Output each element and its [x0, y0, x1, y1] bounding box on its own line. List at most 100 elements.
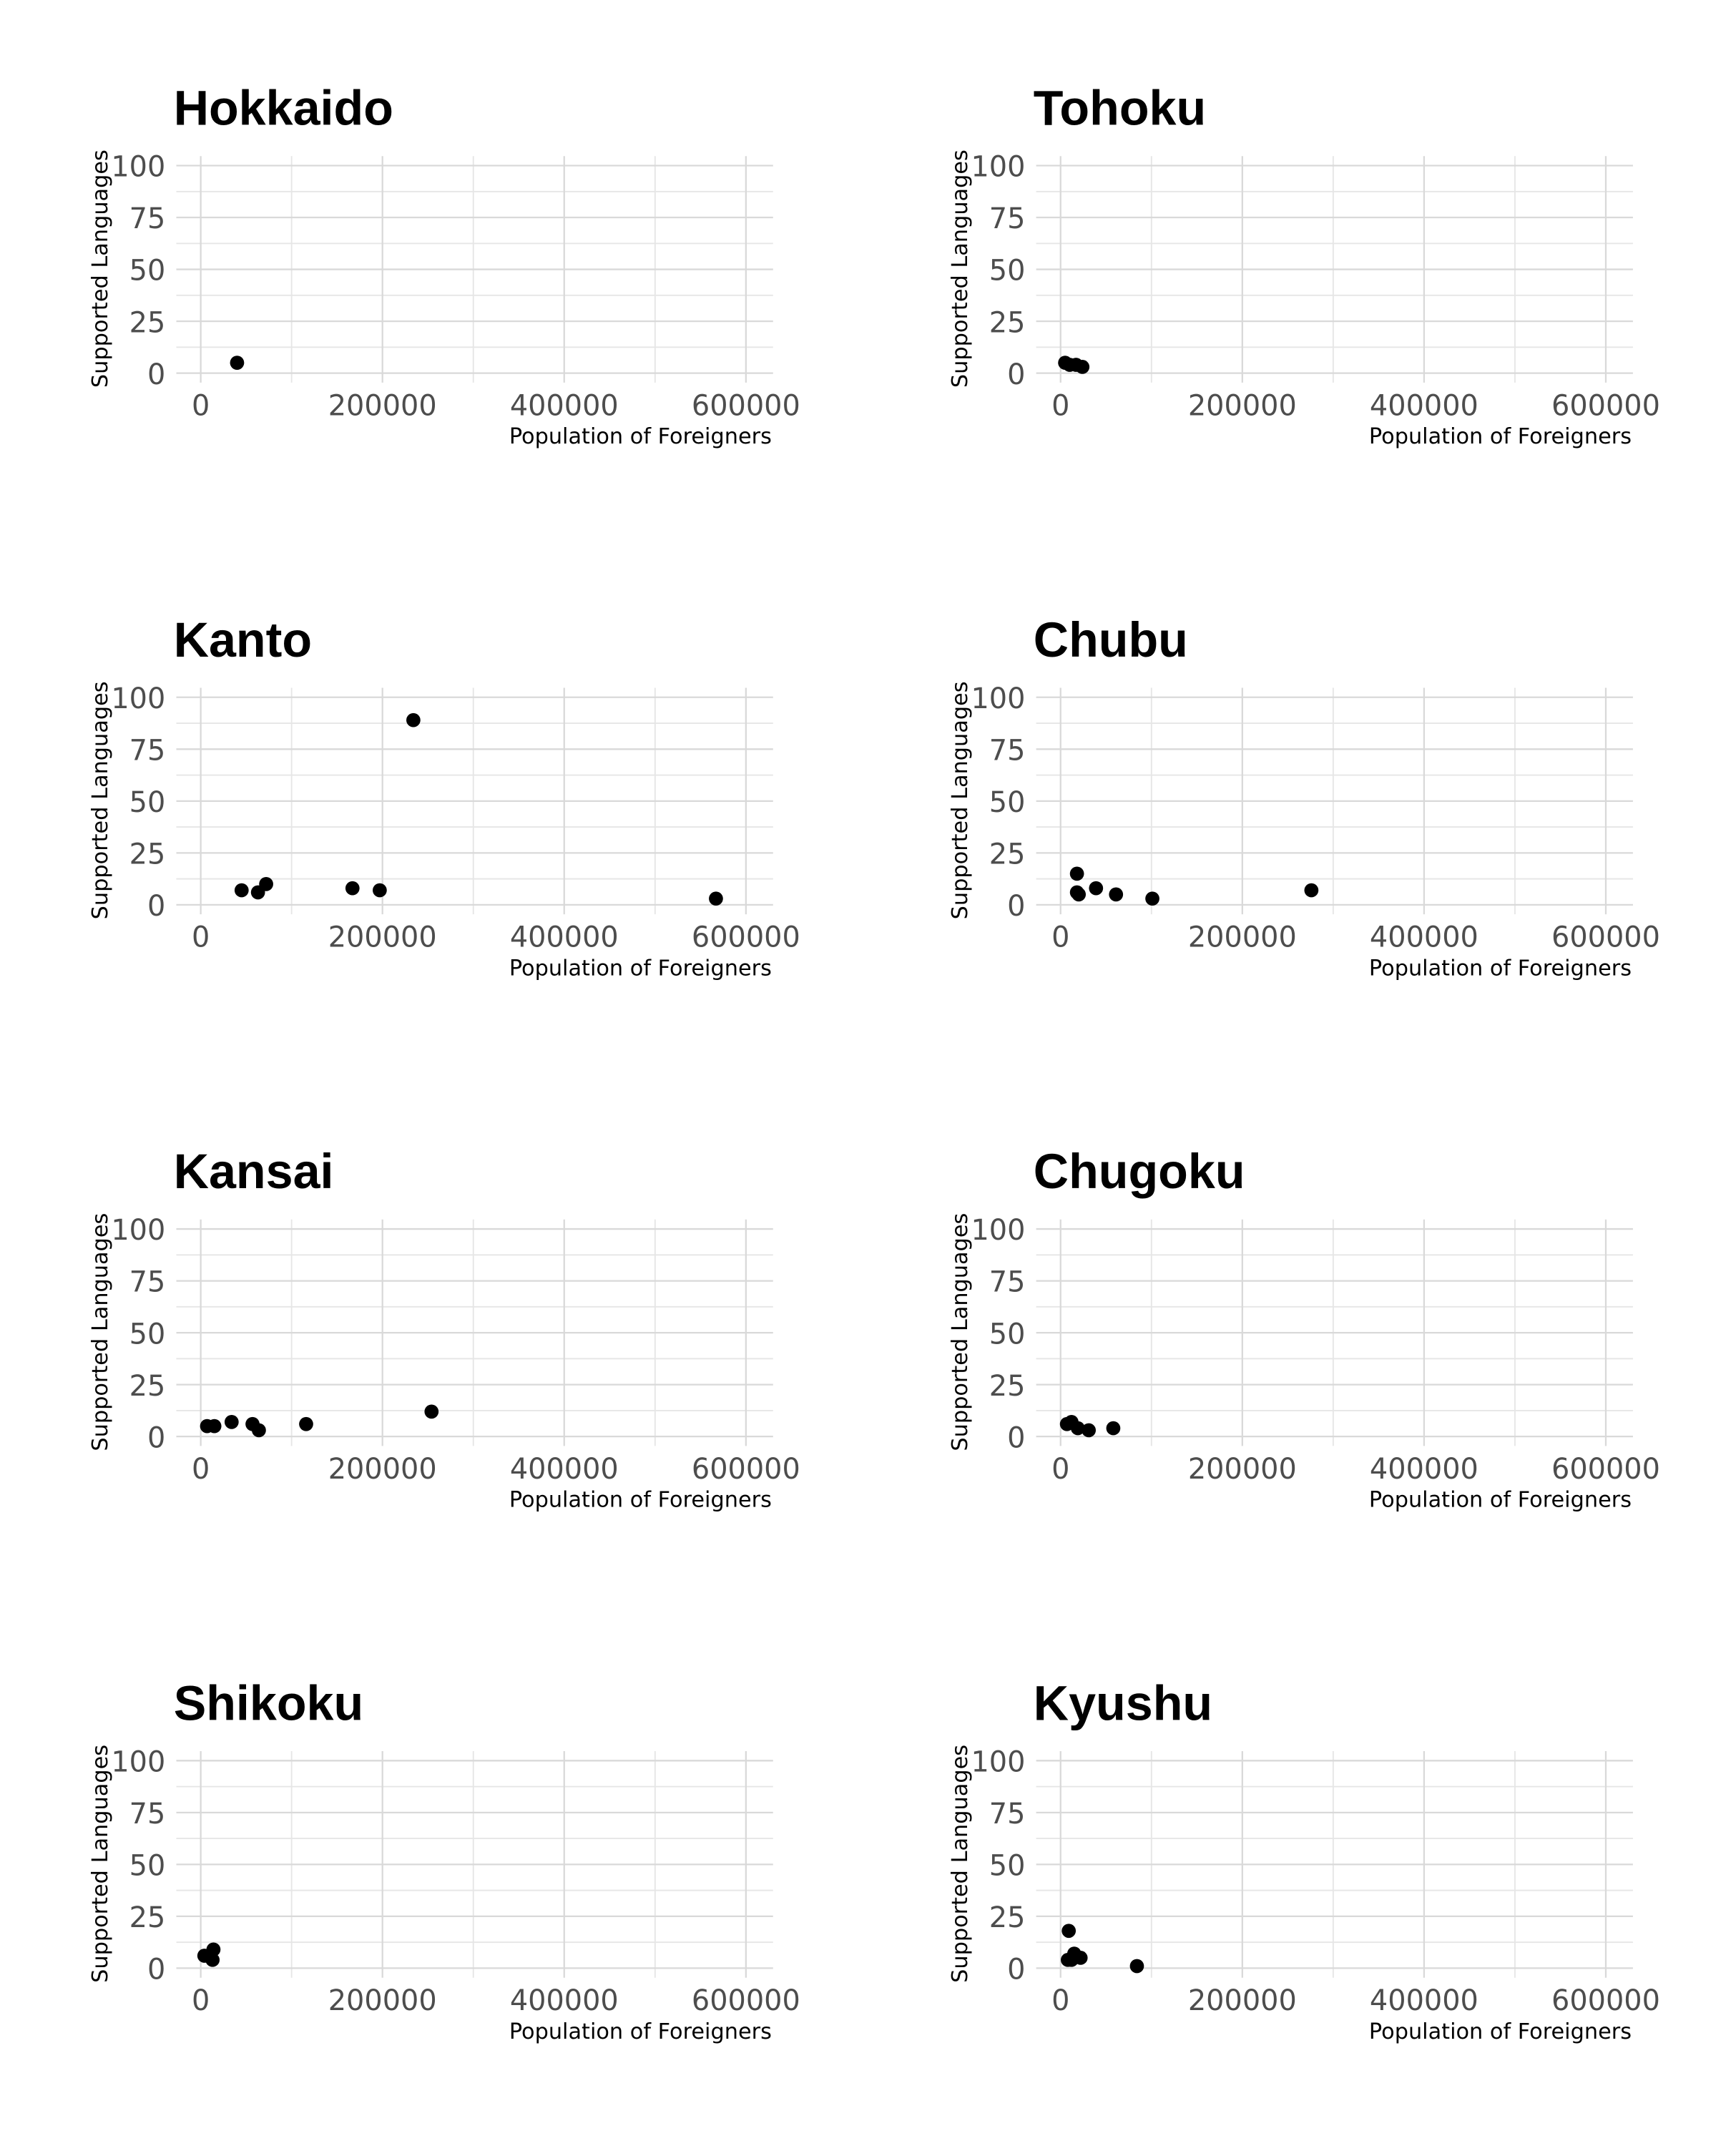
data-point [424, 1404, 439, 1419]
y-tick-label: 25 [989, 838, 1026, 871]
x-tick-label: 600000 [692, 921, 800, 954]
y-tick-label: 0 [147, 1954, 165, 1986]
y-tick-label: 100 [971, 682, 1025, 715]
y-tick-label: 75 [989, 1266, 1026, 1299]
y-axis-label: Supported Languages [88, 681, 113, 919]
panel-title: Kyushu [1034, 1676, 1212, 1730]
x-tick-label: 0 [192, 1453, 210, 1486]
data-point [1304, 883, 1319, 898]
x-tick-label: 200000 [328, 1453, 437, 1486]
x-tick-label: 400000 [510, 1984, 619, 2017]
panel-title: Kansai [174, 1145, 334, 1199]
y-tick-label: 100 [111, 151, 165, 184]
x-tick-label: 0 [1051, 921, 1069, 954]
x-tick-label: 0 [192, 389, 210, 422]
y-tick-label: 50 [989, 1850, 1026, 1883]
facet-panel-kansai: Kansai 0 25 50 75 100 0 200000 400000 600000Popul… [88, 1145, 800, 1513]
x-tick-label: 400000 [510, 1453, 619, 1486]
x-tick-label: 0 [192, 1984, 210, 2017]
y-tick-label: 100 [111, 1745, 165, 1778]
x-tick-label: 400000 [510, 389, 619, 422]
y-axis-label: Supported Languages [88, 150, 113, 388]
x-tick-label: 600000 [1551, 1984, 1660, 2017]
facet-panel-kanto: Kanto 0 25 50 75 100 0 200000 400000 600000Popula… [88, 613, 800, 981]
x-tick-label: 400000 [510, 921, 619, 954]
y-tick-label: 50 [989, 786, 1026, 819]
panel-title: Kanto [174, 613, 312, 667]
y-tick-label: 75 [989, 202, 1026, 235]
panel-title: Chubu [1034, 613, 1188, 667]
data-point [252, 1423, 266, 1438]
y-tick-label: 75 [129, 1266, 166, 1299]
x-tick-label: 200000 [328, 1984, 437, 2017]
x-tick-label: 200000 [1188, 389, 1297, 422]
x-tick-label: 200000 [1188, 921, 1297, 954]
y-tick-label: 75 [129, 202, 166, 235]
y-tick-label: 0 [1007, 890, 1025, 923]
data-point [406, 712, 421, 727]
y-tick-label: 25 [129, 1901, 166, 1934]
y-axis-label: Supported Languages [88, 1745, 113, 1983]
x-axis-label: Population of Foreigners [1369, 1488, 1632, 1513]
y-tick-label: 0 [1007, 1421, 1025, 1454]
panel-title: Shikoku [174, 1676, 363, 1730]
data-point [234, 883, 249, 898]
data-point [230, 356, 245, 370]
y-tick-label: 100 [971, 1214, 1025, 1247]
y-tick-label: 25 [989, 1370, 1026, 1403]
y-tick-label: 75 [989, 734, 1026, 767]
x-tick-label: 400000 [1370, 1453, 1478, 1486]
y-tick-label: 50 [989, 1318, 1026, 1351]
x-tick-label: 600000 [1551, 1453, 1660, 1486]
data-point [206, 1942, 221, 1957]
facet-panel-kyushu: Kyushu 0 25 50 75 100 0 200000 400000 600000Popul… [948, 1676, 1660, 2044]
facet-panel-tohoku: Tohoku 0 25 50 75 100 0 200000 400000 600000Popul… [948, 82, 1660, 450]
y-tick-label: 50 [129, 786, 166, 819]
data-point [345, 881, 360, 896]
panel-title: Chugoku [1034, 1145, 1245, 1199]
x-axis-label: Population of Foreigners [509, 956, 772, 981]
y-tick-label: 75 [129, 1798, 166, 1831]
data-point [1064, 1952, 1079, 1967]
x-tick-label: 400000 [1370, 921, 1478, 954]
y-tick-label: 0 [1007, 1954, 1025, 1986]
x-axis-label: Population of Foreigners [509, 2019, 772, 2044]
data-point [1106, 1421, 1121, 1436]
data-point [1082, 1423, 1096, 1438]
x-tick-label: 600000 [1551, 389, 1660, 422]
x-tick-label: 400000 [1370, 389, 1478, 422]
x-tick-label: 200000 [328, 921, 437, 954]
data-point [1145, 891, 1159, 906]
facet-panel-shikoku: Shikoku 0 25 50 75 100 0 200000 400000 600000Popu… [88, 1676, 800, 2044]
y-tick-label: 75 [989, 1798, 1026, 1831]
x-tick-label: 600000 [692, 1453, 800, 1486]
panel-title: Hokkaido [174, 82, 393, 136]
facet-panel-chubu: Chubu 0 25 50 75 100 0 200000 400000 600000Popula… [948, 613, 1660, 981]
x-tick-label: 400000 [1370, 1984, 1478, 2017]
y-tick-label: 50 [989, 255, 1026, 288]
data-point [205, 1952, 220, 1967]
x-axis-label: Population of Foreigners [509, 1488, 772, 1513]
y-axis-label: Supported Languages [948, 1745, 973, 1983]
y-tick-label: 25 [989, 1901, 1026, 1934]
data-point [1061, 1924, 1077, 1939]
data-point [1089, 881, 1104, 896]
y-tick-label: 100 [111, 1214, 165, 1247]
y-tick-label: 25 [129, 1370, 166, 1403]
x-axis-label: Population of Foreigners [1369, 424, 1632, 449]
x-tick-label: 0 [192, 921, 210, 954]
data-point [1071, 887, 1087, 902]
facet-panel-hokkaido: Hokkaido 0 25 50 75 100 0 200000 400000 600000Pop… [88, 82, 800, 450]
data-point [373, 883, 387, 898]
x-tick-label: 600000 [692, 1984, 800, 2017]
y-tick-label: 0 [147, 358, 165, 391]
x-axis-label: Population of Foreigners [1369, 956, 1632, 981]
y-tick-label: 25 [989, 306, 1026, 339]
x-tick-label: 200000 [328, 389, 437, 422]
facet-panel-chugoku: Chugoku 0 25 50 75 100 0 200000 400000 600000Popu… [948, 1145, 1660, 1513]
y-tick-label: 50 [129, 1318, 166, 1351]
x-tick-label: 0 [1051, 1453, 1069, 1486]
x-tick-label: 0 [1051, 1984, 1069, 2017]
data-point [1071, 1421, 1085, 1436]
data-point [1109, 887, 1124, 902]
